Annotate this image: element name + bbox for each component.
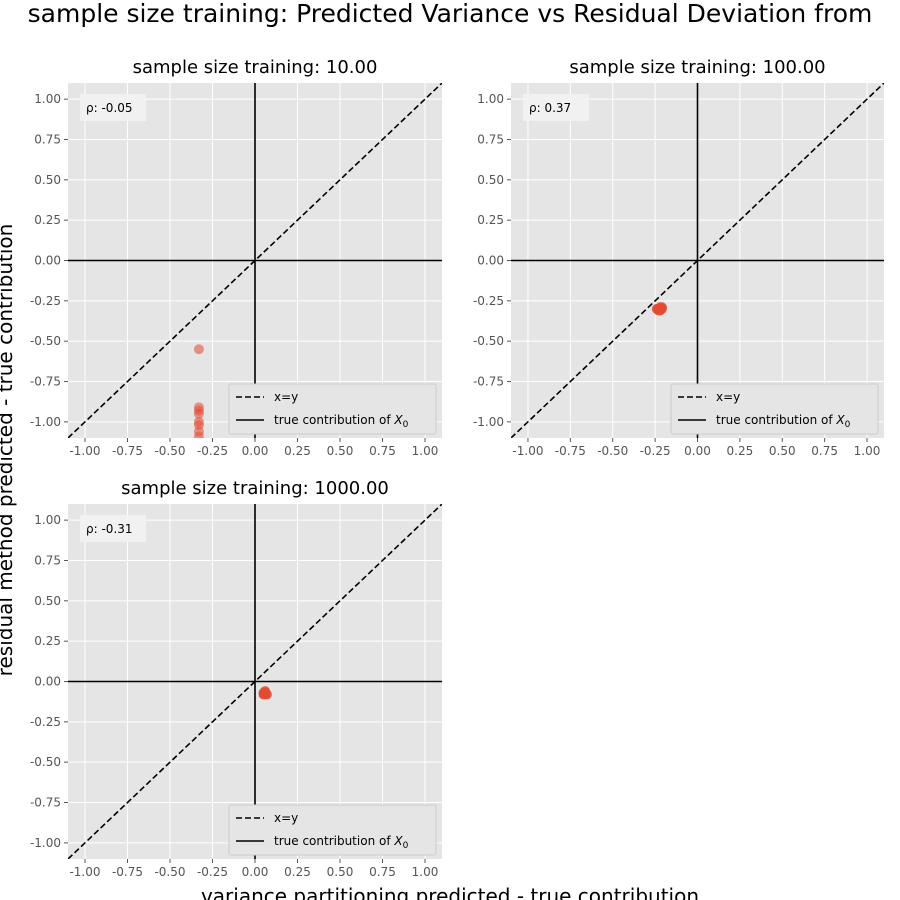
y-tick-label: 0.00 (477, 254, 504, 268)
identity-line (68, 504, 442, 859)
x-tick-label: -0.75 (112, 444, 143, 458)
x-tick-label: 0.25 (727, 444, 754, 458)
x-tick-label: 1.00 (412, 865, 439, 879)
legend-label-true-contribution: true contribution of X0 (274, 834, 409, 851)
y-tick-label: 0.00 (34, 675, 61, 689)
subplot-2: -1.00 -1.00 -0.75 -0.75 -0.50 -0.50 -0.25 -0.25… (473, 57, 884, 458)
legend: x=y true contribution of X0 (228, 804, 437, 856)
plot-content (511, 83, 884, 438)
x-tick-label: -0.75 (112, 865, 143, 879)
rho-box (80, 94, 146, 121)
y-tick-label: 0.50 (34, 173, 61, 187)
x-tick-label: 0.00 (684, 444, 711, 458)
x-tick-label: 1.00 (412, 444, 439, 458)
subplot-title: sample size training: 10.00 (133, 57, 378, 78)
y-tick-label: 0.75 (34, 553, 61, 567)
y-tick-label: 0.25 (34, 634, 61, 648)
x-tick-label: -1.00 (69, 444, 100, 458)
rho-label: ρ: 0.37 (529, 101, 571, 115)
legend-frame (228, 383, 437, 435)
x-tick-label: 0.25 (284, 865, 311, 879)
scatter-point (193, 408, 204, 419)
x-tick-label: -0.50 (154, 865, 185, 879)
subplot-title: sample size training: 100.00 (569, 57, 825, 78)
y-tick-label: -0.75 (30, 796, 61, 810)
y-tick-label: -0.25 (473, 294, 504, 308)
y-tick-label: 1.00 (477, 92, 504, 106)
legend-label-identity: x=y (274, 811, 298, 825)
plot-content (68, 83, 442, 438)
y-tick-label: -0.50 (30, 334, 61, 348)
identity-line (68, 83, 442, 438)
figure-suptitle: sample size training: Predicted Variance… (28, 0, 873, 28)
y-tick-label: 0.50 (477, 173, 504, 187)
plot-content (68, 504, 442, 859)
legend-label-identity: x=y (274, 390, 298, 404)
scatter-point (193, 344, 204, 355)
x-tick-label: -0.25 (640, 444, 671, 458)
y-tick-label: 1.00 (34, 92, 61, 106)
rho-box (80, 515, 146, 542)
legend-label-true-contribution: true contribution of X0 (716, 413, 851, 430)
y-tick-label: -1.00 (473, 415, 504, 429)
scatter-point (260, 686, 271, 697)
y-tick-label: -1.00 (30, 836, 61, 850)
figure-xlabel: variance partitioning predicted - true c… (201, 884, 699, 900)
y-tick-label: -1.00 (30, 415, 61, 429)
x-tick-label: -0.25 (197, 865, 228, 879)
x-tick-label: 0.75 (369, 444, 396, 458)
x-tick-label: -1.00 (512, 444, 543, 458)
rho-box (523, 94, 589, 121)
rho-label: ρ: -0.31 (86, 522, 133, 536)
subplot-1: -1.00 -1.00 -0.75 -0.75 -0.50 -0.50 -0.25 -0.25… (30, 57, 442, 458)
legend: x=y true contribution of X0 (228, 383, 437, 435)
y-tick-label: -0.75 (30, 375, 61, 389)
y-tick-label: -0.50 (473, 334, 504, 348)
y-tick-label: 1.00 (34, 513, 61, 527)
legend-frame (228, 804, 437, 856)
x-tick-label: 0.50 (327, 444, 354, 458)
identity-line (511, 83, 884, 438)
x-tick-label: 0.00 (242, 865, 269, 879)
x-tick-label: -0.75 (555, 444, 586, 458)
y-tick-label: 0.50 (34, 594, 61, 608)
y-tick-label: 0.00 (34, 254, 61, 268)
scatter-point (655, 305, 666, 316)
x-tick-label: 0.75 (369, 865, 396, 879)
x-tick-label: 1.00 (854, 444, 881, 458)
y-tick-label: 0.75 (477, 132, 504, 146)
y-tick-label: -0.50 (30, 755, 61, 769)
x-tick-label: -0.50 (597, 444, 628, 458)
x-tick-label: 0.50 (327, 865, 354, 879)
legend-frame (670, 383, 879, 435)
rho-label: ρ: -0.05 (86, 101, 133, 115)
figure-ylabel: residual method predicted - true contrib… (0, 224, 17, 677)
y-tick-label: 0.25 (34, 213, 61, 227)
x-tick-label: 0.25 (284, 444, 311, 458)
x-tick-label: 0.00 (242, 444, 269, 458)
subplot-3: -1.00 -1.00 -0.75 -0.75 -0.50 -0.50 -0.25 -0.25… (30, 478, 442, 879)
legend-label-identity: x=y (716, 390, 740, 404)
x-tick-label: 0.75 (811, 444, 838, 458)
scatter-point (193, 431, 204, 438)
y-tick-label: 0.75 (34, 132, 61, 146)
y-tick-label: -0.25 (30, 715, 61, 729)
y-tick-label: -0.25 (30, 294, 61, 308)
subplots: -1.00 -1.00 -0.75 -0.75 -0.50 -0.50 -0.25 -0.25… (30, 57, 884, 879)
y-tick-label: 0.25 (477, 213, 504, 227)
x-tick-label: -0.50 (154, 444, 185, 458)
x-tick-label: -1.00 (69, 865, 100, 879)
x-tick-label: 0.50 (769, 444, 796, 458)
y-tick-label: -0.75 (473, 375, 504, 389)
legend-label-true-contribution: true contribution of X0 (274, 413, 409, 430)
x-tick-label: -0.25 (197, 444, 228, 458)
legend: x=y true contribution of X0 (670, 383, 879, 435)
subplot-title: sample size training: 1000.00 (121, 478, 389, 499)
